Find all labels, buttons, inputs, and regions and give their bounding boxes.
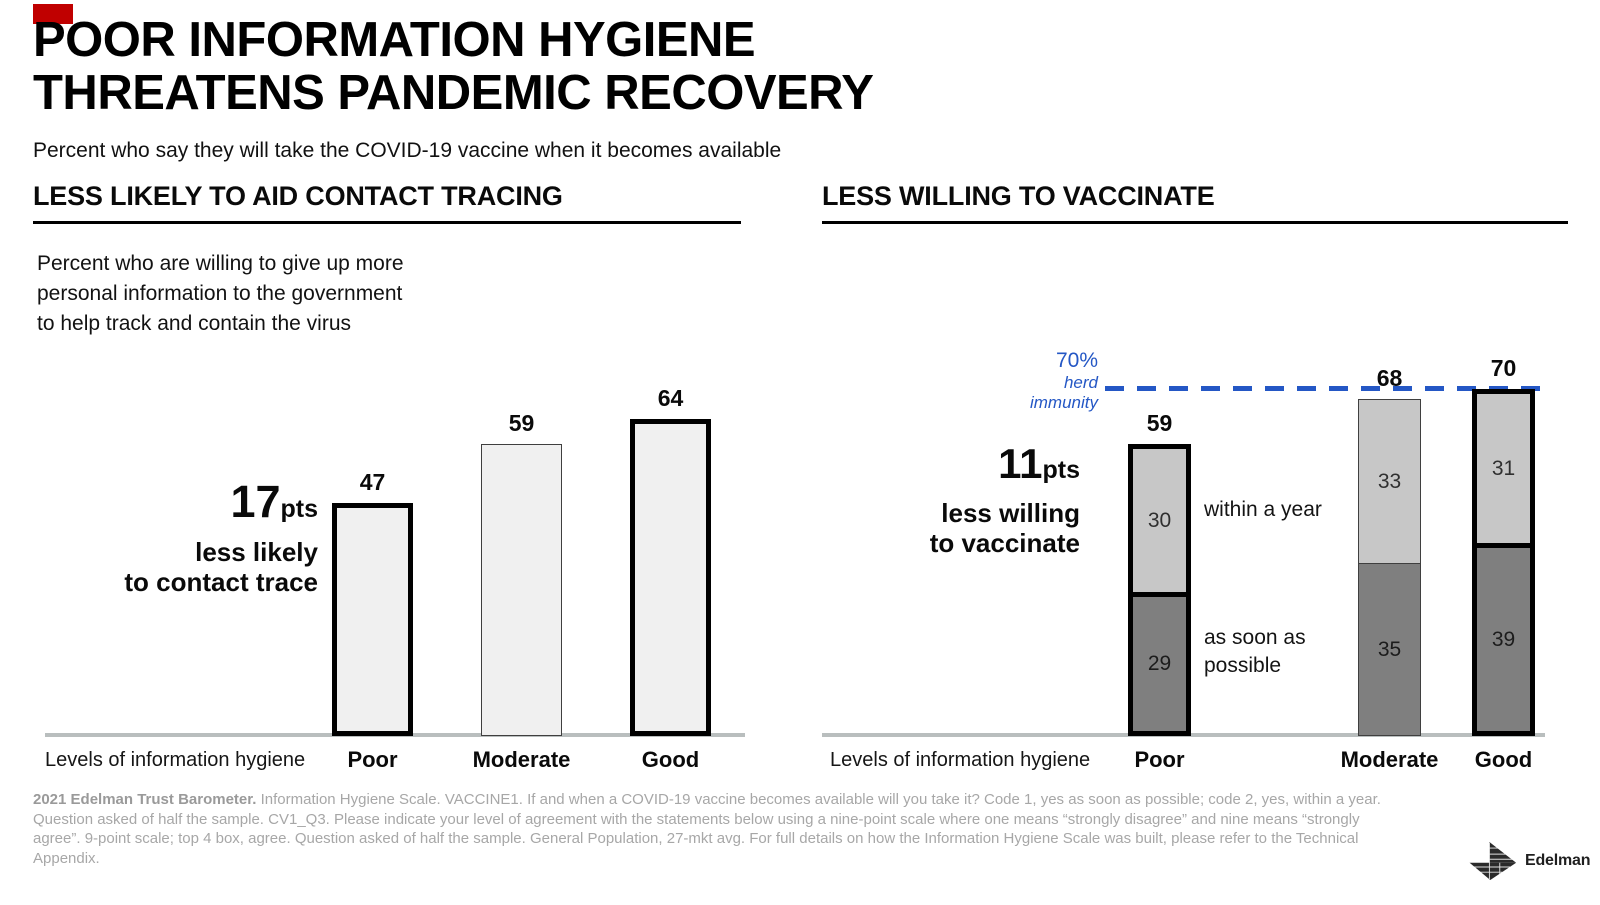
herd-immunity-dashed-line	[1105, 386, 1545, 391]
herd-immunity-word2: immunity	[1029, 393, 1098, 412]
left-annotation-line2: less likely	[195, 537, 318, 567]
left-annotation-value: 17pts	[124, 478, 318, 537]
right-annotation-line3: to vaccinate	[929, 528, 1080, 558]
bar-total-moderate: 68	[1376, 365, 1403, 391]
right-annotation-value: 11pts	[930, 440, 1080, 498]
bar-good-segment-as-soon-as-possible: 39	[1477, 548, 1530, 731]
page-subtitle: Percent who say they will take the COVID…	[33, 139, 782, 162]
bar-moderate-segment-as-soon-as-possible: 35	[1359, 564, 1420, 735]
edelman-logo-icon	[1469, 842, 1517, 880]
page-title-line2: THREATENS PANDEMIC RECOVERY	[33, 66, 874, 120]
footnote: 2021 Edelman Trust Barometer. Informatio…	[33, 790, 1385, 868]
left-chart-description-line3: to help track and contain the virus	[37, 312, 352, 335]
as-soon-as-possible-line2: possible	[1204, 654, 1282, 677]
bar-moderate-segment-within-a-year: 33	[1359, 400, 1420, 564]
bar-poor	[332, 503, 413, 736]
left-annotation: 17pts less likely to contact trace	[124, 478, 318, 598]
edelman-logo: Edelman	[1467, 839, 1590, 883]
bar-moderate: 33 35	[1358, 399, 1421, 736]
category-label-moderate: Moderate	[472, 747, 571, 772]
category-label-poor-right: Poor	[1134, 747, 1185, 772]
slide-red-marker	[33, 4, 73, 24]
bar-poor: 30 29	[1128, 444, 1191, 736]
bar-good	[630, 419, 711, 736]
bar-value-poor: 47	[359, 469, 386, 495]
right-axis-label: Levels of information hygiene	[830, 749, 1091, 771]
herd-immunity-word1: herd	[1063, 373, 1098, 392]
bar-good-segment-within-a-year: 31	[1477, 394, 1530, 548]
right-annotation-number: 11	[998, 440, 1043, 487]
page-title: POOR INFORMATION HYGIENE THREATENS PANDE…	[33, 13, 874, 120]
as-soon-as-possible-label: as soon as possible	[1204, 624, 1306, 680]
right-annotation-line2: less willing	[941, 498, 1080, 528]
bar-total-good: 70	[1490, 355, 1517, 381]
footnote-text: Information Hygiene Scale. VACCINE1. If …	[33, 791, 1381, 867]
page-title-line1: POOR INFORMATION HYGIENE	[33, 13, 756, 67]
within-a-year-label: within a year	[1204, 498, 1322, 521]
left-annotation-number: 17	[230, 476, 281, 527]
left-chart-description-line2: personal information to the government	[37, 282, 403, 305]
category-label-poor: Poor	[347, 747, 398, 772]
herd-immunity-label: 70% herd immunity	[1030, 348, 1098, 413]
right-section-header: LESS WILLING TO VACCINATE	[822, 181, 1215, 211]
bar-good: 31 39	[1472, 389, 1535, 736]
right-annotation: 11pts less willing to vaccinate	[930, 440, 1080, 558]
category-label-good: Good	[641, 747, 700, 772]
bar-value-moderate: 59	[508, 410, 535, 436]
bar-moderate	[481, 444, 562, 736]
bar-value-good: 64	[657, 385, 684, 411]
footnote-source: 2021 Edelman Trust Barometer.	[33, 791, 257, 808]
left-chart-description: Percent who are willing to give up more …	[37, 249, 404, 339]
left-chart-description-line1: Percent who are willing to give up more	[37, 252, 404, 275]
left-axis-label: Levels of information hygiene	[45, 749, 306, 771]
bar-poor-segment-within-a-year: 30	[1133, 449, 1186, 597]
category-label-good-right: Good	[1474, 747, 1533, 772]
bar-total-poor: 59	[1146, 410, 1173, 436]
left-annotation-line3: to contact trace	[124, 567, 318, 597]
left-annotation-unit: pts	[280, 495, 319, 523]
as-soon-as-possible-line1: as soon as	[1204, 626, 1306, 649]
bar-poor-segment-as-soon-as-possible: 29	[1133, 597, 1186, 731]
left-header-rule	[33, 221, 741, 224]
edelman-logo-text: Edelman	[1525, 852, 1591, 869]
left-section-header: LESS LIKELY TO AID CONTACT TRACING	[33, 181, 563, 211]
right-header-rule	[822, 221, 1568, 224]
right-annotation-unit: pts	[1042, 456, 1081, 484]
category-label-moderate-right: Moderate	[1340, 747, 1439, 772]
herd-immunity-percent: 70%	[1055, 349, 1098, 372]
